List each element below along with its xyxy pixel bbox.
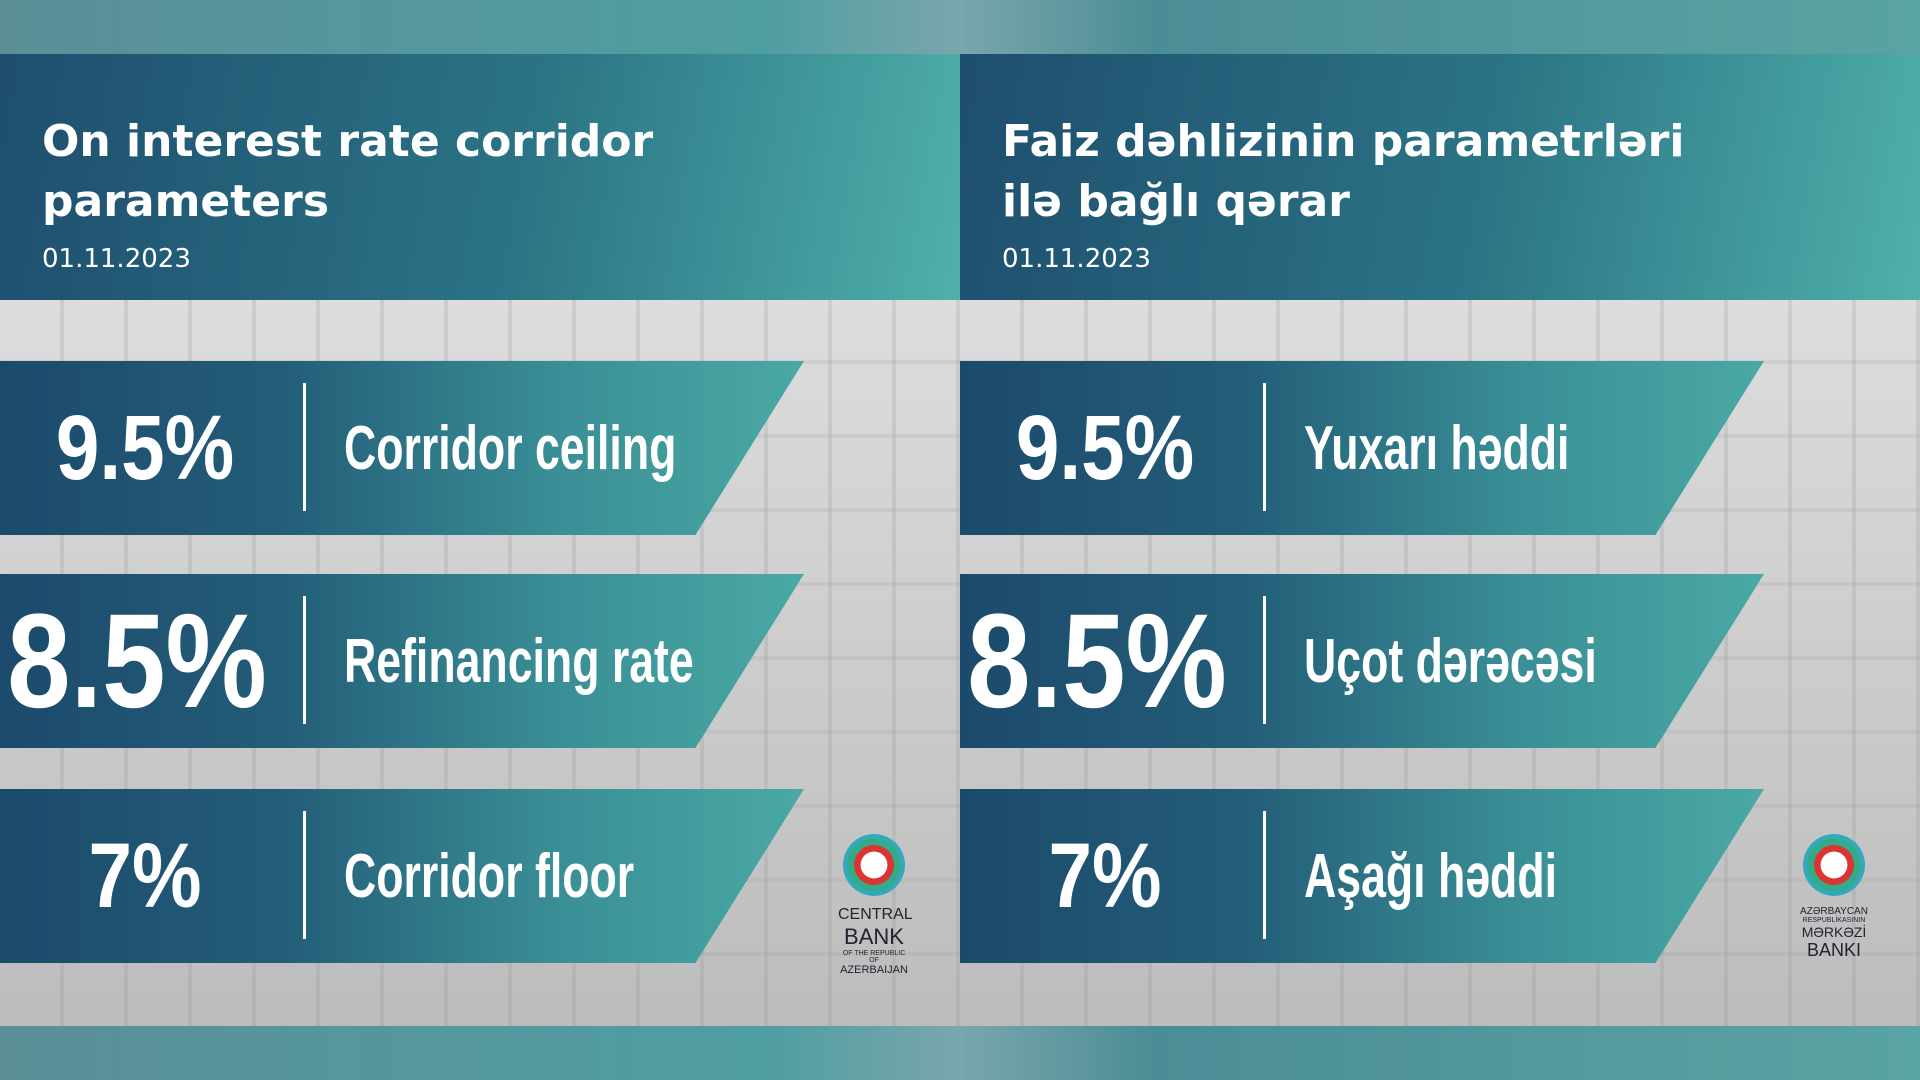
logo-text: BANK bbox=[844, 924, 904, 949]
top-strip bbox=[0, 0, 1920, 54]
rate-label: Corridor ceiling bbox=[344, 413, 677, 483]
infographic-panel: On interest rate corridor parameters 01.1… bbox=[0, 54, 960, 1026]
rate-label: Aşağı həddi bbox=[1304, 841, 1558, 911]
central-bank-logo: CENTRAL BANK OF THE REPUBLIC OF AZERBAIJ… bbox=[838, 834, 913, 976]
logo-text: BANKI bbox=[1806, 940, 1862, 960]
rate-row-ceiling: 9.5% Corridor ceiling bbox=[0, 361, 804, 535]
emblem-icon bbox=[1803, 834, 1865, 896]
rate-value: 7% bbox=[1048, 824, 1162, 927]
title: Faiz dəhlizinin parametrləri ilə bağlı qə… bbox=[1002, 116, 1685, 227]
logo-text: AZƏRBAYCAN bbox=[1800, 906, 1868, 917]
divider bbox=[303, 811, 306, 939]
header: On interest rate corridor parameters 01.1… bbox=[0, 54, 960, 300]
logo-text: RESPUBLİKASININ bbox=[1802, 917, 1866, 924]
logo-text: AZERBAIJAN bbox=[840, 964, 908, 976]
rate-row-floor: 7% Corridor floor bbox=[0, 789, 804, 963]
logo-text: CENTRAL bbox=[838, 906, 913, 923]
rate-label: Yuxarı həddi bbox=[1304, 413, 1570, 483]
emblem-icon bbox=[843, 834, 905, 896]
rate-row-refinancing: 8.5% Refinancing rate bbox=[0, 574, 804, 748]
rate-value: 8.5% bbox=[967, 586, 1227, 736]
divider bbox=[1263, 596, 1266, 724]
rate-row-refinancing: 8.5% Uçot dərəcəsi bbox=[960, 574, 1764, 748]
rate-label: Corridor floor bbox=[344, 841, 635, 911]
divider bbox=[1263, 811, 1266, 939]
divider bbox=[1263, 383, 1266, 511]
infographic-panel: Faiz dəhlizinin parametrləri ilə bağlı qə… bbox=[960, 54, 1920, 1026]
divider bbox=[303, 383, 306, 511]
rate-value: 8.5% bbox=[7, 586, 267, 736]
rate-value: 9.5% bbox=[1015, 396, 1195, 499]
rate-row-ceiling: 9.5% Yuxarı həddi bbox=[960, 361, 1764, 535]
rate-row-floor: 7% Aşağı həddi bbox=[960, 789, 1764, 963]
bottom-strip bbox=[0, 1026, 1920, 1080]
central-bank-logo: AZƏRBAYCAN RESPUBLİKASININ MƏRKƏZİ BANKI bbox=[1798, 834, 1870, 961]
logo-text: OF THE REPUBLIC OF bbox=[842, 950, 906, 964]
rate-value: 7% bbox=[88, 824, 202, 927]
header: Faiz dəhlizinin parametrləri ilə bağlı qə… bbox=[960, 54, 1920, 300]
date: 01.11.2023 bbox=[42, 244, 191, 274]
rate-label: Uçot dərəcəsi bbox=[1304, 626, 1597, 696]
rate-value: 9.5% bbox=[55, 396, 235, 499]
rate-label: Refinancing rate bbox=[344, 626, 694, 696]
divider bbox=[303, 596, 306, 724]
title: On interest rate corridor parameters bbox=[42, 116, 654, 227]
logo-text: MƏRKƏZİ bbox=[1801, 924, 1867, 940]
date: 01.11.2023 bbox=[1002, 244, 1151, 274]
